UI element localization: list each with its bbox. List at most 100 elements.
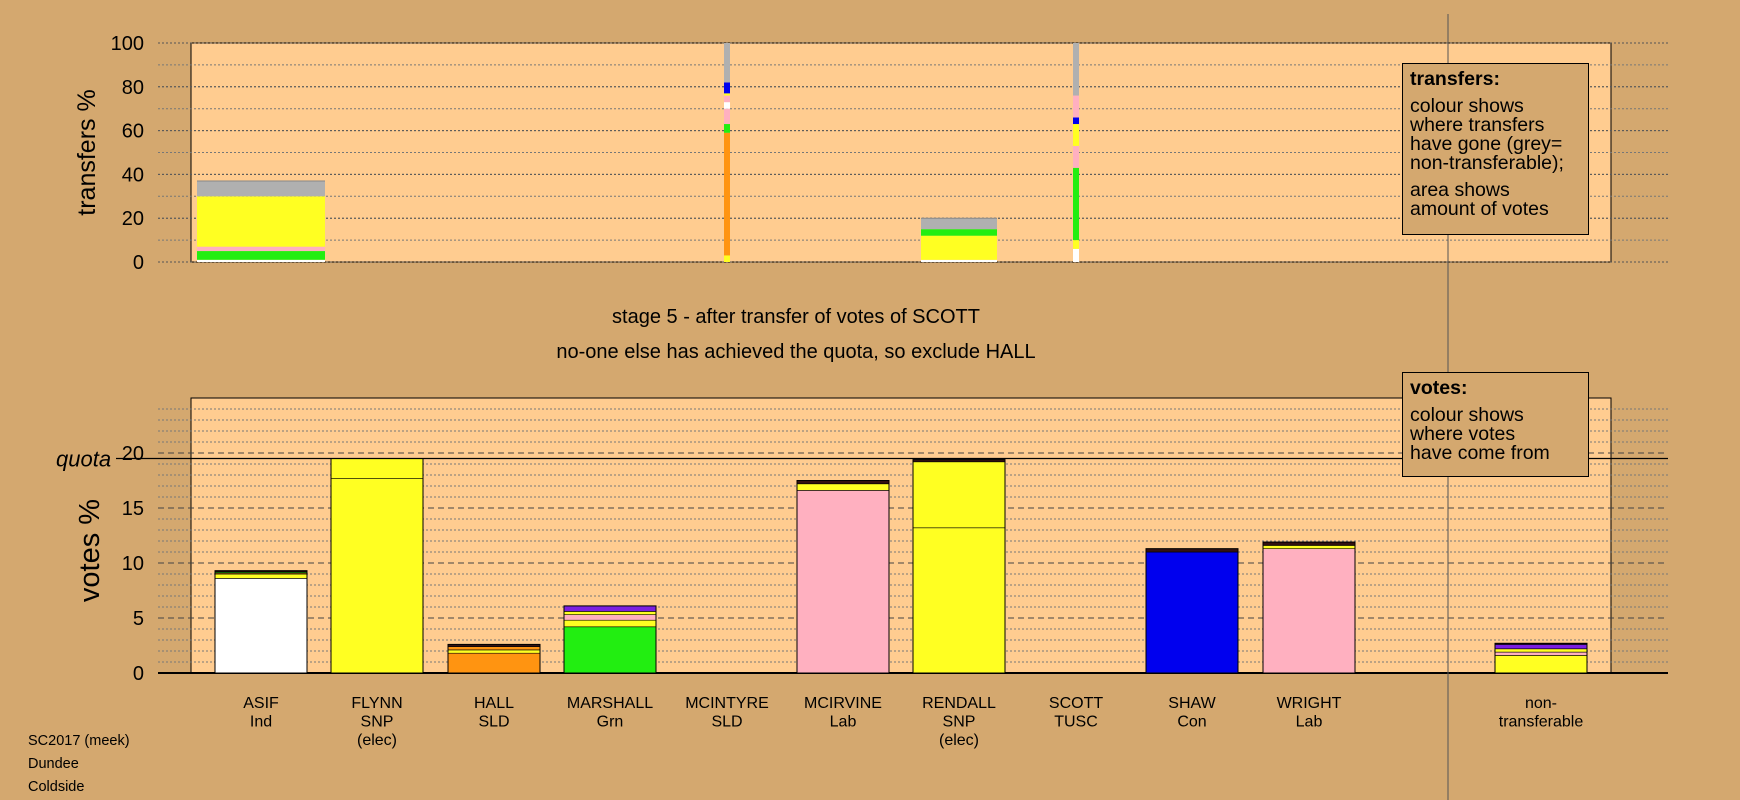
vote-segment <box>563 626 657 674</box>
transfer-segment <box>921 235 997 260</box>
transfer-segment <box>197 251 325 260</box>
transfers-legend-line: colour shows <box>1410 95 1524 117</box>
vote-bar-outline <box>796 480 890 674</box>
transfer-segment <box>1073 240 1079 249</box>
candidate-label: SCOTT <box>1049 695 1103 712</box>
votes-legend-line: where votes <box>1410 423 1516 445</box>
candidate-label: SNP <box>943 714 976 731</box>
votes-tick-label: 20 <box>122 443 144 465</box>
transfers-tick-label: 40 <box>122 164 144 186</box>
transfer-segment <box>921 229 997 236</box>
candidate-label: MARSHALL <box>567 695 653 712</box>
vote-segment <box>563 614 657 621</box>
candidate-label: MCINTYRE <box>685 695 769 712</box>
vote-bar-outline <box>912 459 1006 674</box>
transfer-segment <box>1073 124 1079 146</box>
vote-bar-outline <box>214 570 308 674</box>
transfer-segment <box>1073 95 1079 118</box>
transfers-legend-line: amount of votes <box>1410 198 1549 220</box>
footer-method: SC2017 (meek) <box>28 733 130 749</box>
transfers-tick-label: 20 <box>122 208 144 230</box>
transfer-segment <box>197 180 325 197</box>
vote-segment <box>447 649 541 654</box>
votes-tick-label: 0 <box>133 663 144 685</box>
stage-line-2: no-one else has achieved the quota, so e… <box>556 341 1035 363</box>
transfer-segment <box>1073 167 1079 241</box>
transfer-segment <box>724 255 730 262</box>
transfer-segment <box>724 93 730 96</box>
vote-segment <box>447 652 541 674</box>
transfer-segment <box>197 196 325 247</box>
quota-label: quota <box>56 447 111 472</box>
transfers-legend-line: non-transferable); <box>1410 152 1564 174</box>
transfer-segment <box>724 124 730 133</box>
transfers-plot: 0 20 40 60 80 100 transfers % <box>73 33 1668 274</box>
candidate-label: SLD <box>478 714 509 731</box>
votes-legend-line: have come from <box>1410 442 1550 464</box>
transfer-segment <box>724 82 730 94</box>
votes-legend-heading: votes: <box>1410 377 1468 399</box>
candidate-label: TUSC <box>1054 714 1098 731</box>
vote-segment <box>1262 548 1356 674</box>
vote-segment <box>912 527 1006 674</box>
transfer-segment <box>1073 117 1079 125</box>
candidate-label: transferable <box>1499 714 1584 731</box>
footer: SC2017 (meek) Dundee Coldside <box>28 730 130 799</box>
transfer-segment <box>197 259 325 262</box>
votes-tick-label: 15 <box>122 498 144 520</box>
transfer-segment <box>1073 43 1079 96</box>
transfer-segment <box>921 259 997 262</box>
transfer-segment <box>197 246 325 252</box>
vote-segment <box>1494 655 1588 674</box>
candidate-label: non- <box>1525 695 1557 712</box>
vote-segment <box>330 477 424 674</box>
candidate-label: HALL <box>474 695 514 712</box>
transfers-legend-line: have gone (grey= <box>1410 133 1563 155</box>
footer-council: Dundee <box>28 756 79 772</box>
candidate-label: Ind <box>250 714 272 731</box>
transfers-tick-label: 80 <box>122 77 144 99</box>
vote-segment <box>1494 644 1588 650</box>
candidate-label: ASIF <box>243 695 279 712</box>
vote-segment <box>214 578 308 674</box>
transfer-segment <box>1073 248 1079 262</box>
candidate-label: (elec) <box>939 732 979 749</box>
transfers-legend-line: area shows <box>1410 179 1510 201</box>
candidate-label: SHAW <box>1168 695 1216 712</box>
vote-segment <box>330 458 424 479</box>
candidate-label: SNP <box>361 714 394 731</box>
footer-ward: Coldside <box>28 779 85 795</box>
transfer-segment <box>724 108 730 125</box>
candidate-label: SLD <box>711 714 742 731</box>
votes-legend-line: colour shows <box>1410 404 1524 426</box>
vote-bar-outline <box>1262 541 1356 674</box>
candidate-label: MCIRVINE <box>804 695 882 712</box>
candidate-label: RENDALL <box>922 695 996 712</box>
vote-bar-outline <box>1494 642 1588 674</box>
vote-bar-outline <box>563 605 657 674</box>
transfer-segment <box>1073 145 1079 168</box>
transfer-segment <box>724 43 730 83</box>
vote-segment <box>1494 648 1588 653</box>
votes-tick-label: 5 <box>133 608 144 630</box>
candidate-label: Grn <box>597 714 624 731</box>
vote-segment <box>214 573 308 579</box>
votes-y-axis-label: votes % <box>74 499 106 602</box>
vote-segment <box>796 483 890 491</box>
candidate-label: Lab <box>830 714 857 731</box>
candidate-label: (elec) <box>357 732 397 749</box>
vote-segment <box>796 490 890 674</box>
stage-line-1: stage 5 - after transfer of votes of SCO… <box>612 306 980 328</box>
vote-bar-outline <box>1145 548 1239 674</box>
votes-tick-label: 10 <box>122 553 144 575</box>
vote-segment <box>563 619 657 628</box>
transfers-y-axis-label: transfers % <box>73 89 101 215</box>
vote-segment <box>1494 651 1588 656</box>
vote-segment <box>563 605 657 612</box>
transfers-tick-label: 60 <box>122 121 144 143</box>
transfers-legend: transfers: colour shows where transfers … <box>1402 63 1589 235</box>
transfer-segment <box>724 102 730 109</box>
vote-bar-outline <box>447 643 541 674</box>
